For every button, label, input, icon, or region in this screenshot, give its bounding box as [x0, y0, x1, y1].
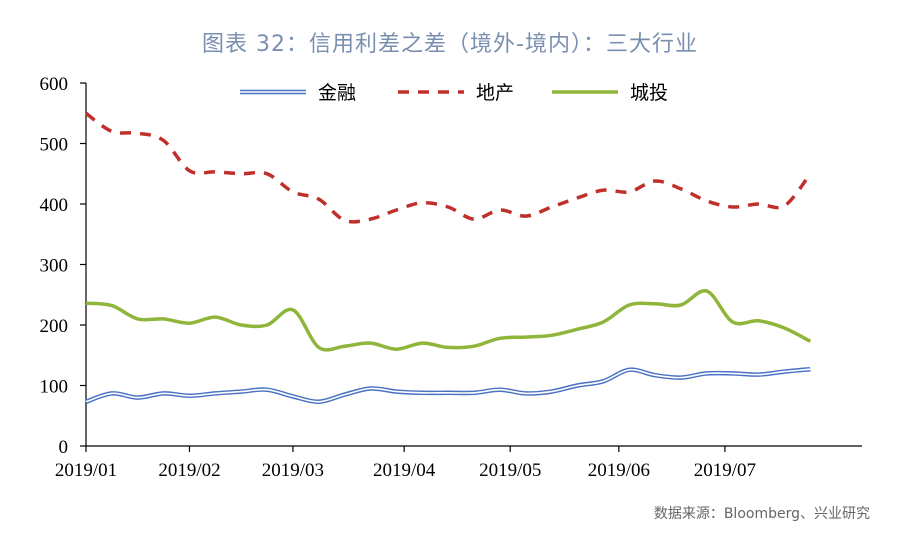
series-line	[84, 111, 812, 224]
legend: 金融 地产 城投	[240, 82, 668, 104]
x-tick-label: 2019/05	[479, 460, 541, 481]
legend-label: 金融	[318, 82, 356, 104]
y-tick-labels: 0 100 200 300 400 500 600	[40, 74, 69, 458]
series-line-inner	[85, 368, 811, 403]
y-tick-label: 0	[59, 437, 69, 458]
x-tick-labels: 2019/01 2019/02 2019/03 2019/04 2019/05 2019/…	[55, 460, 756, 481]
legend-label: 城投	[630, 82, 668, 104]
y-tick-label: 100	[40, 377, 69, 398]
y-tick-label: 300	[40, 256, 69, 277]
y-tick-label: 500	[40, 135, 69, 156]
axes	[80, 82, 862, 452]
legend-item-2: 地产	[398, 82, 514, 104]
legend-item-3: 城投	[552, 82, 668, 104]
x-tick-label: 2019/03	[262, 460, 324, 481]
y-tick-label: 400	[40, 195, 69, 216]
x-tick-label: 2019/01	[55, 460, 117, 481]
y-tick-label: 200	[40, 316, 69, 337]
series-3	[85, 289, 812, 352]
legend-item-1: 金融	[240, 82, 356, 104]
x-tick-label: 2019/06	[588, 460, 650, 481]
x-tick-label: 2019/02	[158, 460, 220, 481]
chart-title: 图表 32：信用利差之差（境外-境内）：三大行业	[202, 32, 698, 57]
series-layer	[84, 111, 812, 405]
x-tick-label: 2019/04	[373, 460, 436, 481]
series-line	[85, 289, 812, 352]
series-1	[85, 366, 811, 405]
y-tick-label: 600	[40, 74, 69, 95]
source-note: 数据来源：Bloomberg、兴业研究	[653, 506, 870, 522]
series-2	[84, 111, 812, 224]
x-tick-label: 2019/07	[694, 460, 756, 481]
legend-label: 地产	[476, 82, 514, 104]
